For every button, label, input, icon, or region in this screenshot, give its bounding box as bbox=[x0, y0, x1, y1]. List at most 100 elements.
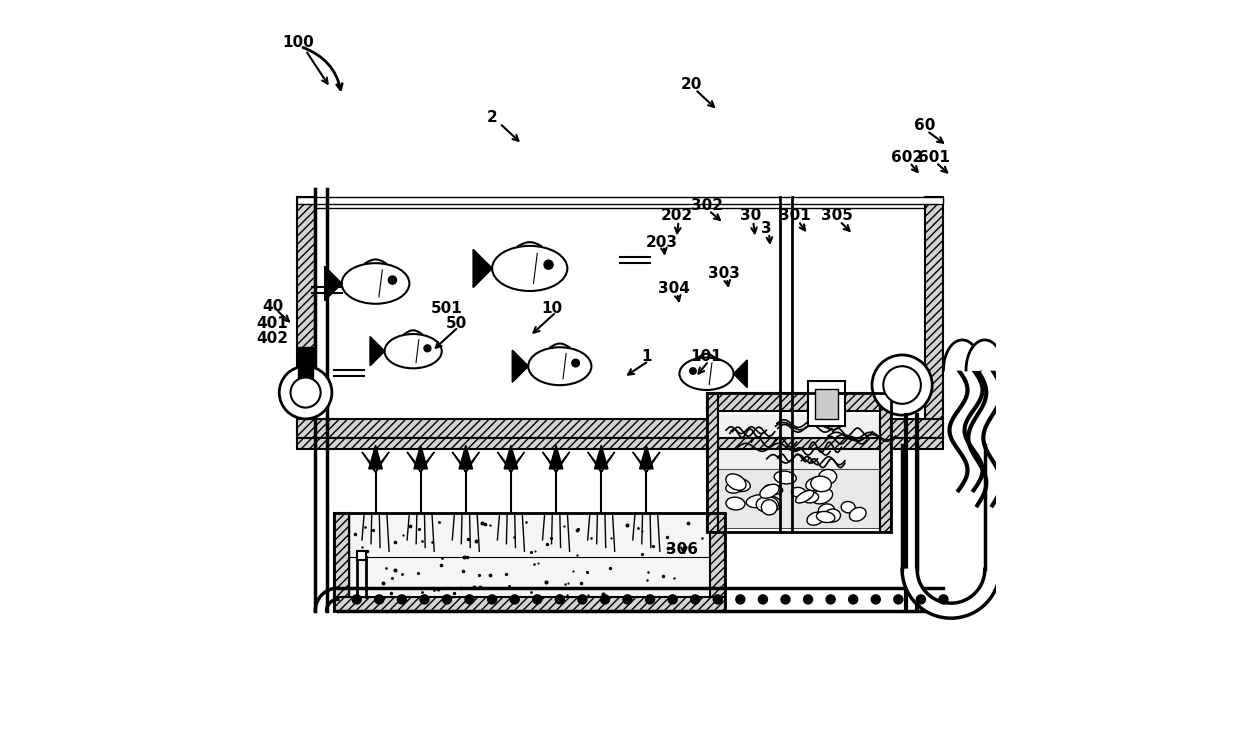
Ellipse shape bbox=[818, 504, 835, 517]
Polygon shape bbox=[646, 452, 660, 473]
Circle shape bbox=[465, 595, 474, 604]
Bar bbox=[296, 197, 944, 205]
Text: 302: 302 bbox=[691, 199, 723, 214]
Polygon shape bbox=[407, 452, 420, 473]
Polygon shape bbox=[474, 250, 492, 287]
Circle shape bbox=[826, 595, 835, 604]
Bar bbox=[707, 393, 890, 411]
Circle shape bbox=[290, 378, 321, 408]
Ellipse shape bbox=[774, 471, 796, 484]
Ellipse shape bbox=[796, 490, 813, 503]
Text: 30: 30 bbox=[739, 208, 761, 223]
Ellipse shape bbox=[528, 347, 591, 385]
Text: 402: 402 bbox=[257, 331, 289, 346]
Ellipse shape bbox=[812, 488, 832, 504]
Ellipse shape bbox=[791, 488, 806, 498]
Polygon shape bbox=[453, 452, 466, 473]
Circle shape bbox=[533, 595, 542, 604]
Polygon shape bbox=[420, 452, 434, 473]
Ellipse shape bbox=[384, 334, 441, 368]
Circle shape bbox=[894, 595, 903, 604]
Circle shape bbox=[883, 366, 921, 404]
Circle shape bbox=[352, 595, 361, 604]
Bar bbox=[350, 513, 711, 597]
Ellipse shape bbox=[816, 511, 835, 522]
Polygon shape bbox=[505, 445, 517, 469]
Circle shape bbox=[916, 595, 925, 604]
Polygon shape bbox=[362, 452, 376, 473]
Polygon shape bbox=[376, 452, 389, 473]
Circle shape bbox=[646, 595, 655, 604]
Ellipse shape bbox=[764, 485, 782, 495]
Text: 10: 10 bbox=[542, 300, 563, 316]
Text: 20: 20 bbox=[681, 77, 702, 91]
Circle shape bbox=[572, 359, 579, 367]
Text: 301: 301 bbox=[780, 208, 811, 223]
Circle shape bbox=[388, 276, 397, 284]
Text: 401: 401 bbox=[257, 316, 289, 331]
Circle shape bbox=[804, 595, 812, 604]
Circle shape bbox=[872, 595, 880, 604]
Bar bbox=[816, 389, 838, 419]
Bar bbox=[315, 205, 925, 419]
Bar bbox=[707, 393, 718, 532]
Circle shape bbox=[668, 595, 677, 604]
Ellipse shape bbox=[725, 497, 745, 510]
Bar bbox=[879, 393, 890, 532]
Ellipse shape bbox=[746, 495, 773, 508]
Circle shape bbox=[443, 595, 451, 604]
Polygon shape bbox=[632, 452, 646, 473]
Polygon shape bbox=[944, 340, 981, 370]
Bar bbox=[334, 597, 725, 611]
Polygon shape bbox=[601, 452, 615, 473]
Circle shape bbox=[622, 595, 632, 604]
Polygon shape bbox=[466, 452, 480, 473]
Polygon shape bbox=[414, 445, 428, 469]
Bar bbox=[711, 513, 725, 611]
Polygon shape bbox=[512, 350, 528, 382]
Bar bbox=[707, 393, 890, 532]
Circle shape bbox=[420, 595, 429, 604]
Polygon shape bbox=[371, 337, 384, 365]
Text: 40: 40 bbox=[262, 298, 283, 313]
Ellipse shape bbox=[818, 470, 837, 484]
Bar bbox=[298, 347, 312, 378]
Text: 501: 501 bbox=[432, 300, 463, 316]
Bar bbox=[925, 197, 944, 438]
Ellipse shape bbox=[807, 512, 823, 525]
Polygon shape bbox=[901, 569, 999, 618]
Polygon shape bbox=[734, 360, 748, 387]
Bar bbox=[296, 197, 315, 438]
Text: 101: 101 bbox=[691, 349, 723, 364]
Text: 304: 304 bbox=[658, 282, 691, 296]
Polygon shape bbox=[556, 452, 569, 473]
Polygon shape bbox=[549, 445, 563, 469]
Polygon shape bbox=[497, 452, 511, 473]
Circle shape bbox=[781, 595, 790, 604]
Bar bbox=[334, 513, 725, 611]
Polygon shape bbox=[368, 445, 382, 469]
Text: 305: 305 bbox=[821, 208, 853, 223]
Circle shape bbox=[544, 260, 553, 270]
Circle shape bbox=[374, 595, 384, 604]
Ellipse shape bbox=[680, 357, 734, 390]
Polygon shape bbox=[543, 452, 556, 473]
Polygon shape bbox=[640, 445, 653, 469]
Circle shape bbox=[939, 595, 947, 604]
Circle shape bbox=[578, 595, 587, 604]
Ellipse shape bbox=[725, 482, 743, 493]
Ellipse shape bbox=[729, 478, 750, 492]
Circle shape bbox=[848, 595, 858, 604]
Text: 1: 1 bbox=[641, 349, 651, 364]
Ellipse shape bbox=[761, 501, 779, 513]
Text: 100: 100 bbox=[283, 35, 314, 51]
Ellipse shape bbox=[342, 263, 409, 304]
Ellipse shape bbox=[761, 500, 777, 515]
Circle shape bbox=[279, 366, 332, 419]
Polygon shape bbox=[325, 267, 342, 300]
Bar bbox=[296, 419, 944, 438]
Text: 306: 306 bbox=[666, 541, 698, 556]
Polygon shape bbox=[594, 445, 608, 469]
Polygon shape bbox=[459, 445, 472, 469]
Text: 303: 303 bbox=[708, 267, 740, 281]
